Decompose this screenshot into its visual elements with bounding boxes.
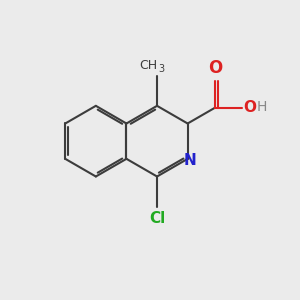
Text: CH: CH xyxy=(139,59,157,72)
Text: O: O xyxy=(208,59,222,77)
Text: Cl: Cl xyxy=(149,211,165,226)
Text: 3: 3 xyxy=(158,64,165,74)
Text: H: H xyxy=(257,100,267,114)
Text: N: N xyxy=(184,153,196,168)
Text: O: O xyxy=(243,100,256,115)
